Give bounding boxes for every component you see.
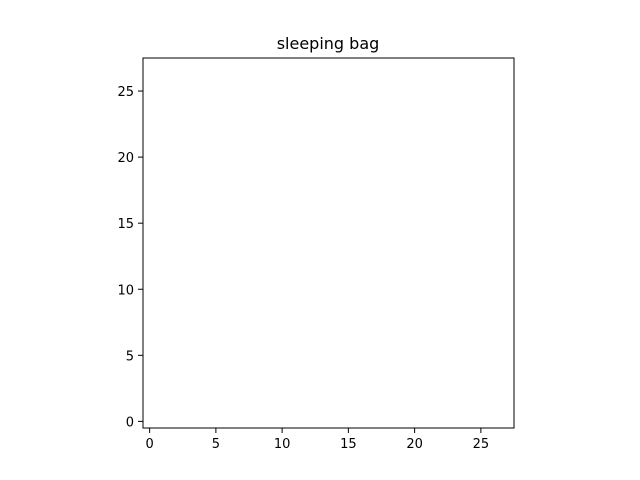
y-axis: 0 5 10 15 20 25 xyxy=(117,85,143,430)
chart-title: sleeping bag xyxy=(277,34,380,53)
y-tick-label: 25 xyxy=(117,85,134,100)
y-tick-label: 0 xyxy=(126,415,134,430)
x-tick-label: 25 xyxy=(473,437,490,452)
x-axis: 0 5 10 15 20 25 xyxy=(145,428,489,452)
x-tick-label: 0 xyxy=(145,437,153,452)
x-tick-label: 20 xyxy=(406,437,423,452)
y-tick-label: 15 xyxy=(117,217,134,232)
x-tick-label: 5 xyxy=(212,437,220,452)
y-tick-label: 10 xyxy=(117,283,134,298)
plot-frame xyxy=(142,57,515,429)
x-tick-label: 15 xyxy=(340,437,357,452)
y-tick-label: 20 xyxy=(117,151,134,166)
y-tick-label: 5 xyxy=(126,349,134,364)
x-tick-label: 10 xyxy=(274,437,291,452)
